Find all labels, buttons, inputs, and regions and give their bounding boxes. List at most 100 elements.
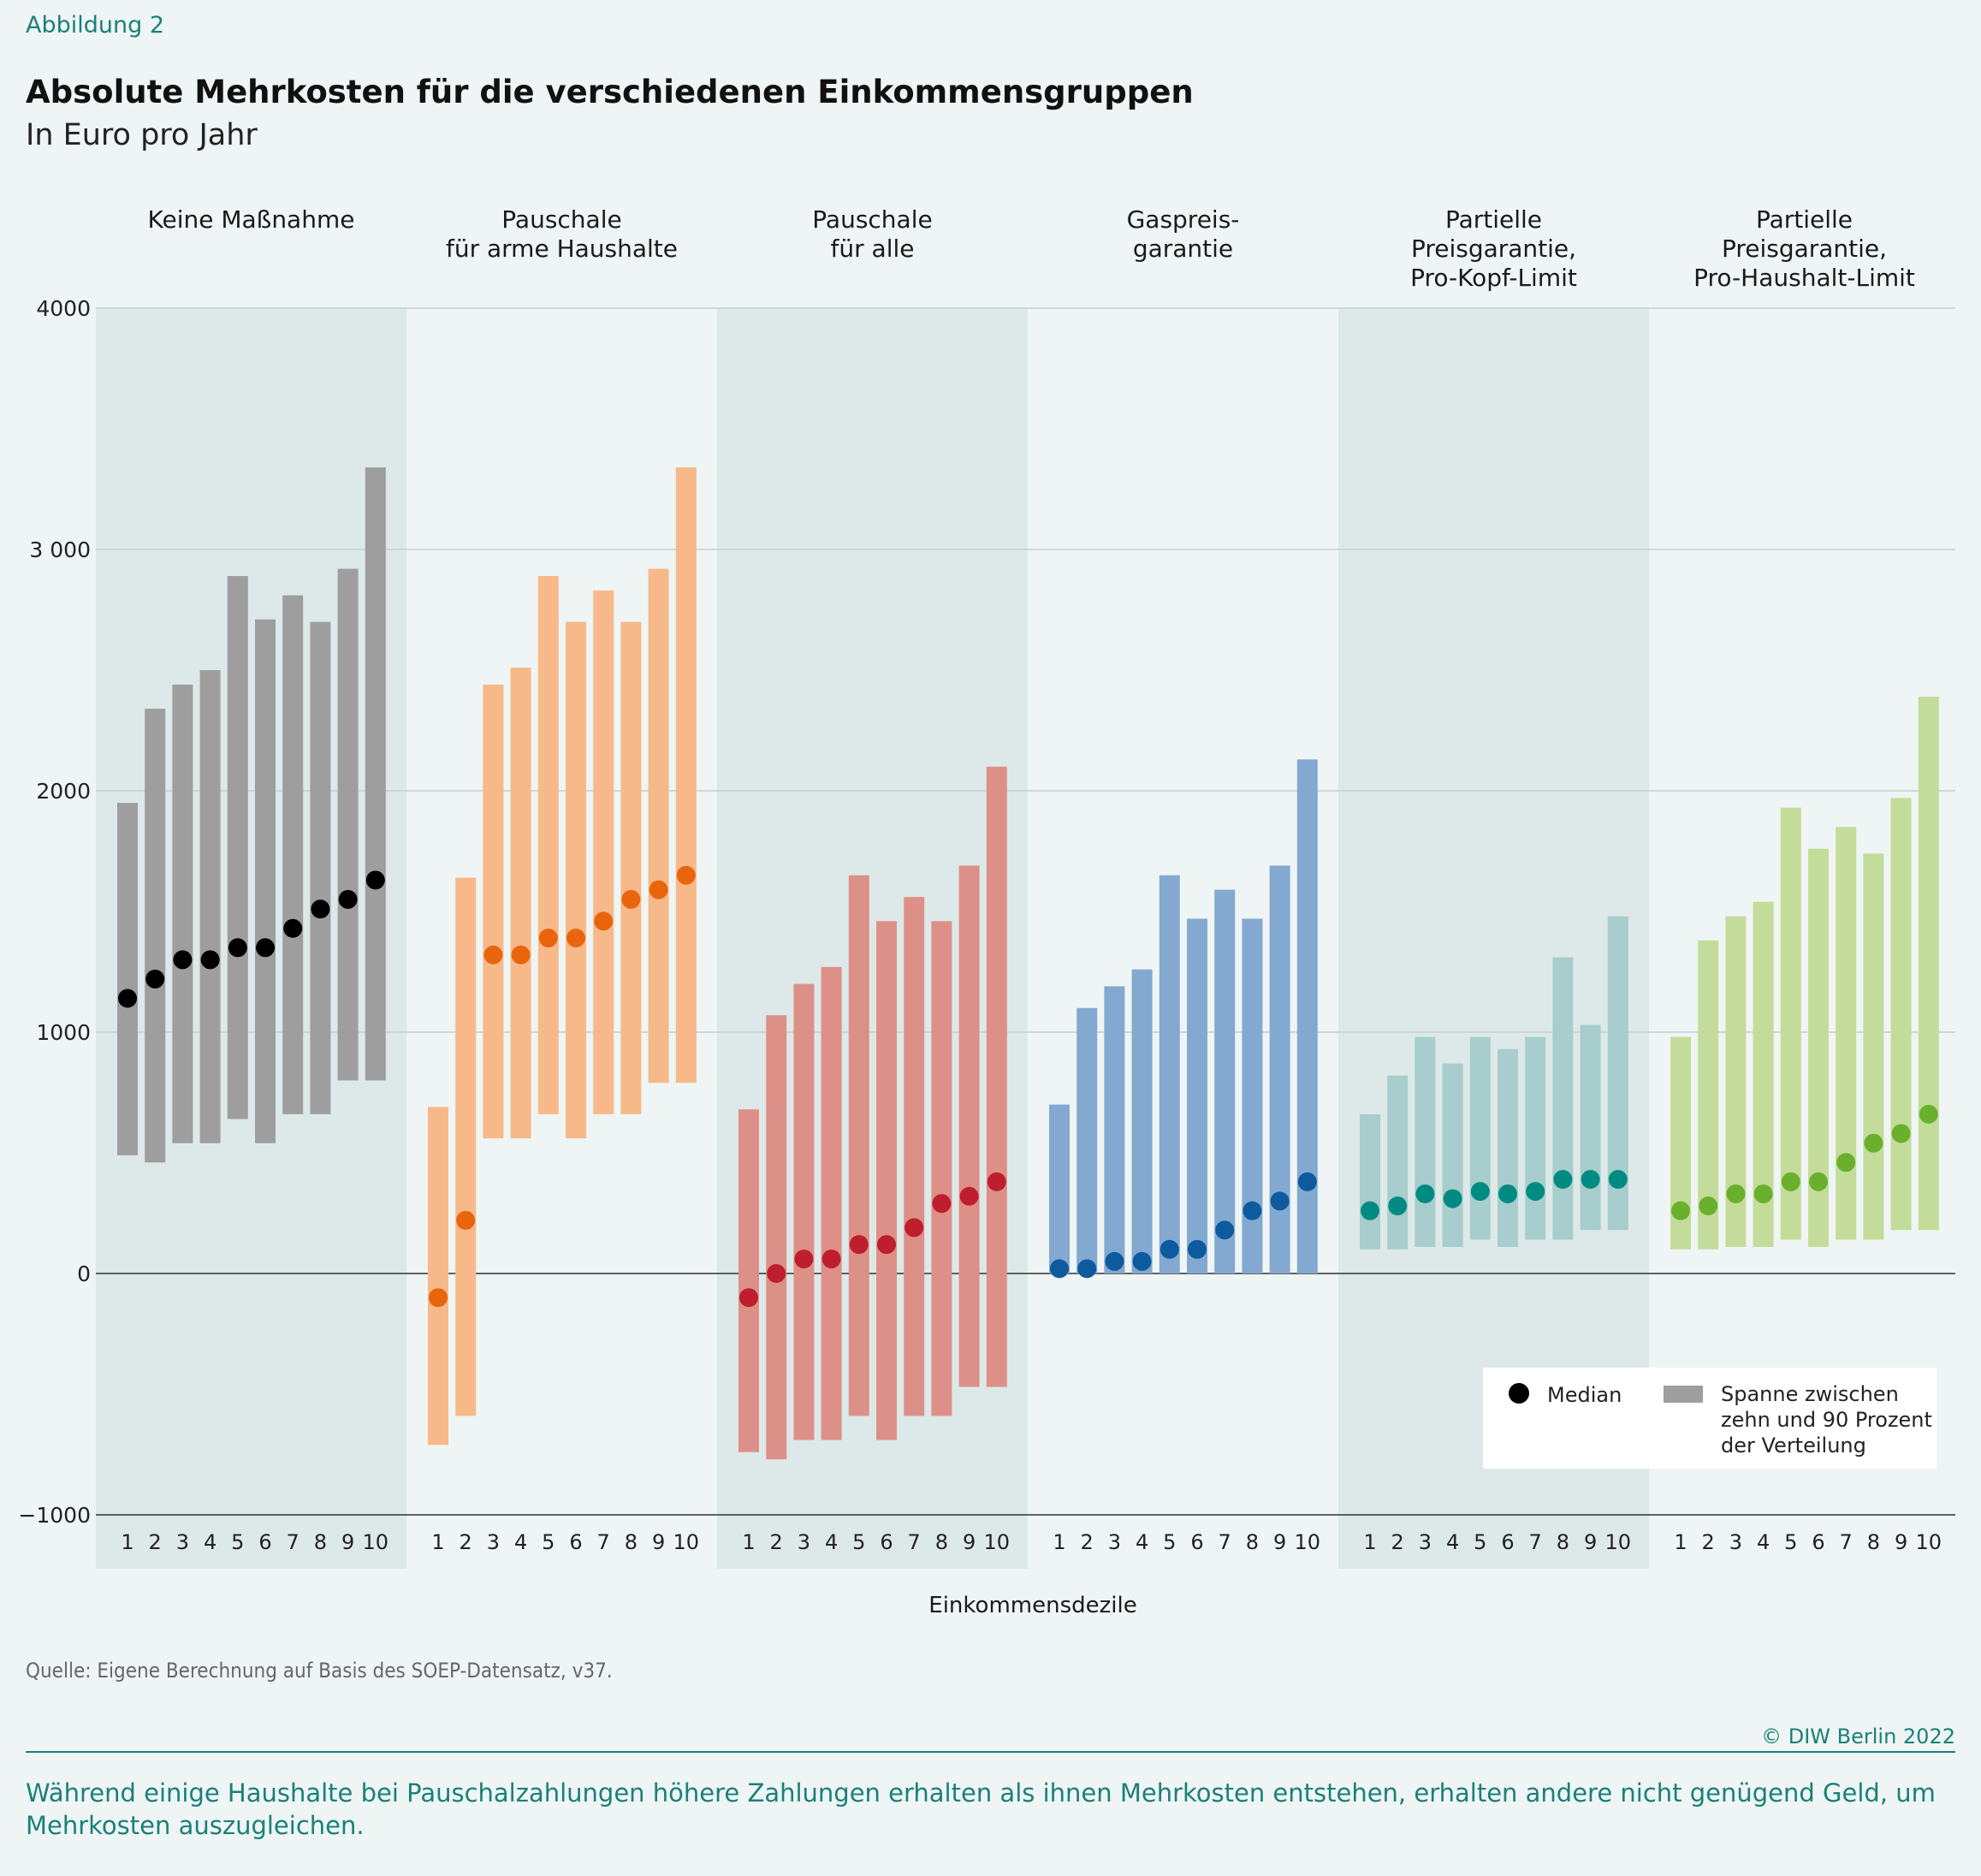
range-bar (1863, 853, 1884, 1240)
median-dot (1297, 1172, 1317, 1191)
panel-title: für alle (831, 234, 915, 263)
range-bar (1780, 807, 1801, 1240)
median-dot (1105, 1251, 1124, 1271)
range-bar (958, 865, 980, 1387)
range-bar (428, 1107, 448, 1446)
range-bar (1104, 986, 1125, 1273)
median-dot (649, 880, 668, 899)
median-dot (1781, 1172, 1800, 1191)
median-dot (932, 1194, 952, 1214)
x-tick-label: 1 (121, 1530, 133, 1554)
y-tick-label: 1000 (36, 1020, 91, 1045)
median-dot (739, 1288, 758, 1308)
median-dot (1160, 1239, 1179, 1259)
median-dot (173, 950, 193, 970)
x-tick-label: 2 (149, 1530, 162, 1554)
median-dot (1470, 1182, 1490, 1202)
range-bar (766, 1015, 787, 1460)
legend-median-label: Median (1547, 1383, 1622, 1407)
divider-line (26, 1751, 1955, 1753)
range-bar (1242, 918, 1263, 1273)
x-tick-label: 5 (231, 1530, 244, 1554)
range-bar (227, 576, 248, 1119)
legend-range-label: der Verteilung (1721, 1434, 1866, 1457)
median-dot (1553, 1170, 1573, 1190)
x-tick-label: 2 (1702, 1530, 1715, 1554)
range-bar (1214, 889, 1236, 1273)
range-bar (876, 921, 897, 1440)
panel-title: Pauschale (812, 205, 932, 234)
range-bar (1360, 1113, 1380, 1250)
median-dot (1498, 1184, 1517, 1203)
x-tick-label: 6 (880, 1530, 893, 1554)
median-dot (621, 889, 641, 909)
median-dot (256, 938, 275, 958)
x-tick-label: 1 (742, 1530, 755, 1554)
panel-title: Pauschale (501, 205, 621, 234)
y-tick-label: 2000 (36, 779, 91, 804)
median-dot (1809, 1172, 1828, 1191)
median-dot (200, 950, 220, 970)
median-dot (338, 889, 358, 909)
x-tick-label: 8 (1557, 1530, 1569, 1554)
x-tick-label: 1 (431, 1530, 444, 1554)
x-tick-label: 10 (673, 1530, 700, 1554)
median-dot (429, 1288, 448, 1308)
median-dot (877, 1235, 896, 1255)
x-tick-label: 2 (460, 1530, 472, 1554)
x-tick-label: 3 (798, 1530, 810, 1554)
panel-title: Preisgarantie, (1722, 234, 1887, 263)
panel-background-1 (96, 308, 406, 1569)
median-dot (1415, 1184, 1435, 1203)
range-bar (255, 619, 276, 1143)
median-dot (1581, 1170, 1600, 1190)
x-tick-label: 4 (825, 1530, 838, 1554)
x-tick-label: 10 (984, 1530, 1011, 1554)
panel-title: Pro-Kopf-Limit (1410, 264, 1577, 292)
panel-title: Partielle (1756, 205, 1853, 234)
figure-label: Abbildung 2 (26, 12, 165, 39)
x-tick-label: 6 (1501, 1530, 1514, 1554)
median-dot (1836, 1153, 1856, 1172)
x-tick-label: 7 (1529, 1530, 1542, 1554)
x-tick-label: 8 (314, 1530, 327, 1554)
legend-range-label: zehn und 90 Prozent (1721, 1408, 1932, 1432)
x-tick-label: 8 (1246, 1530, 1259, 1554)
panel-title: Gaspreis- (1127, 205, 1240, 234)
chart-subtitle: In Euro pro Jahr (26, 118, 258, 152)
panel-title: Keine Maßnahme (148, 205, 355, 234)
median-dot (794, 1250, 814, 1269)
median-dot (1243, 1201, 1262, 1220)
range-bar (145, 709, 166, 1163)
range-bar (675, 467, 697, 1083)
x-tick-label: 2 (1081, 1530, 1094, 1554)
takeaway-text: Während einige Haushalte bei Pauschalzah… (26, 1778, 1936, 1840)
median-dot (959, 1186, 979, 1206)
x-tick-label: 4 (514, 1530, 527, 1554)
range-bar (904, 897, 925, 1416)
x-tick-label: 3 (1108, 1530, 1121, 1554)
x-tick-label: 7 (287, 1530, 300, 1554)
panel-title: Preisgarantie, (1411, 234, 1576, 263)
x-tick-label: 10 (1295, 1530, 1321, 1554)
x-tick-label: 9 (963, 1530, 976, 1554)
range-bar (1131, 969, 1153, 1273)
x-tick-label: 7 (597, 1530, 610, 1554)
panel-title: garantie (1133, 234, 1233, 263)
x-tick-label: 3 (1729, 1530, 1742, 1554)
median-dot (1361, 1201, 1379, 1220)
x-tick-label: 5 (1163, 1530, 1176, 1554)
range-bar (172, 684, 193, 1143)
x-tick-label: 2 (1391, 1530, 1404, 1554)
range-bar (821, 966, 842, 1440)
range-bar (593, 590, 614, 1114)
median-dot (767, 1264, 786, 1283)
median-dot (821, 1250, 841, 1269)
range-bar (620, 621, 642, 1114)
x-tick-label: 9 (341, 1530, 354, 1554)
x-tick-label: 8 (935, 1530, 948, 1554)
x-tick-label: 8 (1867, 1530, 1880, 1554)
range-bar (1498, 1048, 1518, 1247)
range-bar (310, 621, 331, 1114)
